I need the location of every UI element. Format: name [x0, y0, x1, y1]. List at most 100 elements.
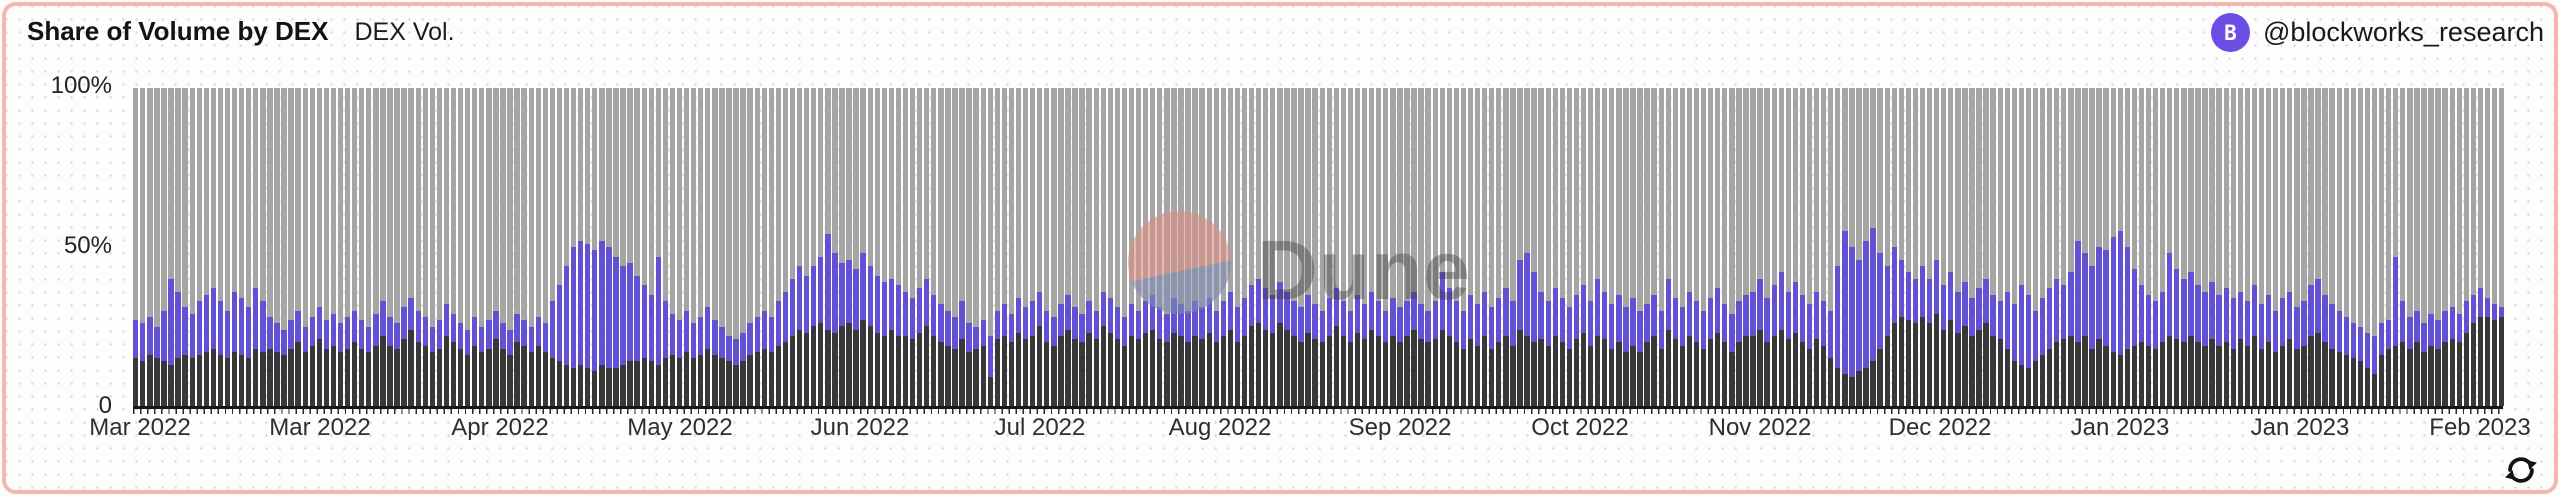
stacked-bar[interactable]: [1623, 88, 1629, 406]
stacked-bar[interactable]: [2032, 88, 2039, 406]
stacked-bar[interactable]: [1693, 88, 1700, 406]
stacked-bar[interactable]: [238, 88, 245, 406]
stacked-bar[interactable]: [302, 88, 308, 406]
stacked-bar[interactable]: [1602, 88, 1608, 406]
stacked-bar[interactable]: [1877, 88, 1883, 406]
stacked-bar[interactable]: [464, 88, 471, 406]
stacked-bar[interactable]: [1404, 88, 1410, 406]
stacked-bar[interactable]: [2407, 88, 2413, 406]
stacked-bar[interactable]: [1277, 88, 1283, 406]
stacked-bar[interactable]: [888, 88, 895, 406]
stacked-bar[interactable]: [1029, 88, 1036, 406]
stacked-bar[interactable]: [606, 88, 612, 406]
stacked-bar[interactable]: [1481, 88, 1488, 406]
stacked-bar[interactable]: [1270, 88, 1276, 406]
stacked-bar[interactable]: [1199, 88, 1205, 406]
stacked-bar[interactable]: [2294, 88, 2300, 406]
stacked-bar[interactable]: [288, 88, 294, 406]
stacked-bar[interactable]: [1206, 88, 1212, 406]
stacked-bar[interactable]: [1248, 88, 1255, 406]
stacked-bar[interactable]: [422, 88, 428, 406]
stacked-bar[interactable]: [2145, 88, 2152, 406]
stacked-bar[interactable]: [2484, 88, 2491, 406]
stacked-bar[interactable]: [1411, 88, 1417, 406]
stacked-bar[interactable]: [1150, 88, 1156, 406]
stacked-bar[interactable]: [1107, 88, 1113, 406]
stacked-bar[interactable]: [648, 88, 654, 406]
stacked-bar[interactable]: [2138, 88, 2145, 406]
stacked-bar[interactable]: [761, 88, 767, 406]
stacked-bar[interactable]: [1686, 88, 1693, 406]
stacked-bar[interactable]: [1227, 88, 1234, 406]
stacked-bar[interactable]: [1234, 88, 1241, 406]
stacked-bar[interactable]: [1135, 88, 1142, 406]
stacked-bar[interactable]: [1065, 88, 1071, 406]
stacked-bar[interactable]: [1679, 88, 1686, 406]
stacked-bar[interactable]: [1933, 88, 1940, 406]
stacked-bar[interactable]: [1298, 88, 1304, 406]
stacked-bar[interactable]: [1418, 88, 1424, 406]
stacked-bar[interactable]: [443, 88, 450, 406]
stacked-bar[interactable]: [641, 88, 647, 406]
stacked-bar[interactable]: [2159, 88, 2166, 406]
stacked-bar[interactable]: [1820, 88, 1827, 406]
stacked-bar[interactable]: [154, 88, 160, 406]
stacked-bar[interactable]: [1164, 88, 1170, 406]
stacked-bar[interactable]: [1976, 88, 1982, 406]
stacked-bar[interactable]: [705, 88, 711, 406]
stacked-bar[interactable]: [1192, 88, 1198, 406]
stacked-bar[interactable]: [1213, 88, 1219, 406]
stacked-bar[interactable]: [2385, 88, 2392, 406]
stacked-bar[interactable]: [1284, 88, 1290, 406]
stacked-bar[interactable]: [1750, 88, 1756, 406]
stacked-bar[interactable]: [726, 88, 732, 406]
stacked-bar[interactable]: [1390, 88, 1396, 406]
stacked-bar[interactable]: [1785, 88, 1791, 406]
stacked-bar[interactable]: [1397, 88, 1403, 406]
stacked-bar[interactable]: [2039, 88, 2046, 406]
stacked-bar[interactable]: [133, 88, 139, 406]
stacked-bar[interactable]: [189, 88, 195, 406]
stacked-bar[interactable]: [1326, 88, 1332, 406]
stacked-bar[interactable]: [1545, 88, 1551, 406]
stacked-bar[interactable]: [1884, 88, 1890, 406]
stacked-bar[interactable]: [535, 88, 541, 406]
stacked-bar[interactable]: [2011, 88, 2017, 406]
stacked-bar[interactable]: [1510, 88, 1516, 406]
stacked-bar[interactable]: [825, 88, 831, 406]
stacked-bar[interactable]: [698, 88, 704, 406]
stacked-bar[interactable]: [1566, 88, 1573, 406]
stacked-bar[interactable]: [1128, 88, 1135, 406]
stacked-bar[interactable]: [2237, 88, 2243, 406]
stacked-bar[interactable]: [796, 88, 803, 406]
stacked-bar[interactable]: [1361, 88, 1368, 406]
stacked-bar[interactable]: [655, 88, 661, 406]
stacked-bar[interactable]: [669, 88, 676, 406]
stacked-bar[interactable]: [1439, 88, 1445, 406]
stacked-bar[interactable]: [1531, 88, 1537, 406]
stacked-bar[interactable]: [2393, 88, 2399, 406]
stacked-bar[interactable]: [867, 88, 873, 406]
stacked-bar[interactable]: [1594, 88, 1601, 406]
stacked-bar[interactable]: [500, 88, 506, 406]
stacked-bar[interactable]: [2251, 88, 2258, 406]
stacked-bar[interactable]: [634, 88, 640, 406]
stacked-bar[interactable]: [2068, 88, 2074, 406]
stacked-bar[interactable]: [1072, 88, 1078, 406]
stacked-bar[interactable]: [1368, 88, 1375, 406]
stacked-bar[interactable]: [2061, 88, 2067, 406]
stacked-bar[interactable]: [874, 88, 880, 406]
stacked-bar[interactable]: [2110, 88, 2116, 406]
stacked-bar[interactable]: [1114, 88, 1121, 406]
stacked-bar[interactable]: [2498, 88, 2505, 406]
stacked-bar[interactable]: [719, 88, 725, 406]
stacked-bar[interactable]: [733, 88, 739, 406]
stacked-bar[interactable]: [577, 88, 584, 406]
stacked-bar[interactable]: [2188, 88, 2194, 406]
stacked-bar[interactable]: [1022, 88, 1029, 406]
stacked-bar[interactable]: [1919, 88, 1926, 406]
stacked-bar[interactable]: [2364, 88, 2371, 406]
stacked-bar[interactable]: [1637, 88, 1643, 406]
stacked-bar[interactable]: [2181, 88, 2187, 406]
stacked-bar[interactable]: [1467, 88, 1474, 406]
